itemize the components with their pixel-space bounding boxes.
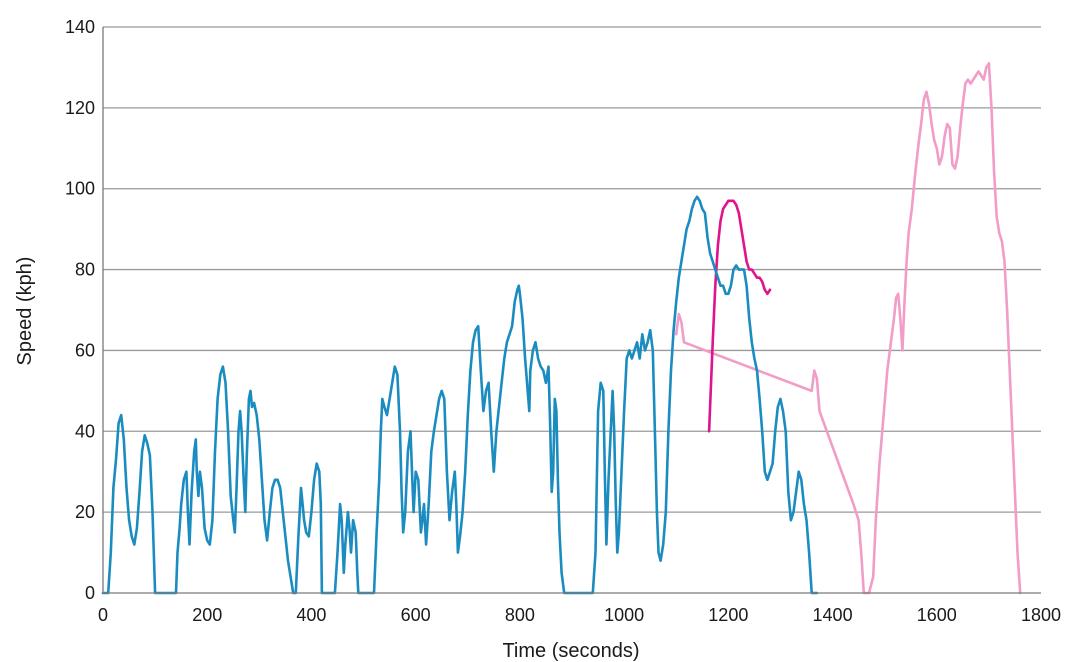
y-tick-label: 0: [85, 583, 95, 603]
x-tick-label: 1800: [1021, 605, 1061, 625]
series-line-2: [707, 199, 772, 433]
x-tick-label: 1600: [917, 605, 957, 625]
x-tick-label: 1000: [604, 605, 644, 625]
x-tick-labels: 0 200 400 600 800 1000 1200 1400 1600 1800: [98, 605, 1061, 625]
y-tick-label: 100: [65, 179, 95, 199]
y-tick-label: 20: [75, 502, 95, 522]
series-line-1: [674, 62, 1022, 595]
x-tick-label: 1200: [708, 605, 748, 625]
y-tick-label: 60: [75, 340, 95, 360]
y-tick-label: 80: [75, 260, 95, 280]
x-tick-label: 200: [192, 605, 222, 625]
series-line-3: [101, 195, 819, 595]
chart-axes: [102, 27, 1041, 594]
y-tick-labels: 0 20 40 60 80 100 120 140: [65, 17, 95, 603]
x-tick-label: 600: [401, 605, 431, 625]
x-tick-label: 400: [296, 605, 326, 625]
y-tick-label: 140: [65, 17, 95, 37]
chart-series: [101, 62, 1022, 595]
x-tick-label: 800: [505, 605, 535, 625]
y-tick-label: 40: [75, 421, 95, 441]
x-tick-label: 1400: [813, 605, 853, 625]
x-tick-label: 0: [98, 605, 108, 625]
grid-lines: [103, 26, 1041, 513]
y-axis-title: Speed (kph): [14, 257, 36, 366]
y-tick-label: 120: [65, 98, 95, 118]
x-axis-title: Time (seconds): [502, 640, 639, 662]
